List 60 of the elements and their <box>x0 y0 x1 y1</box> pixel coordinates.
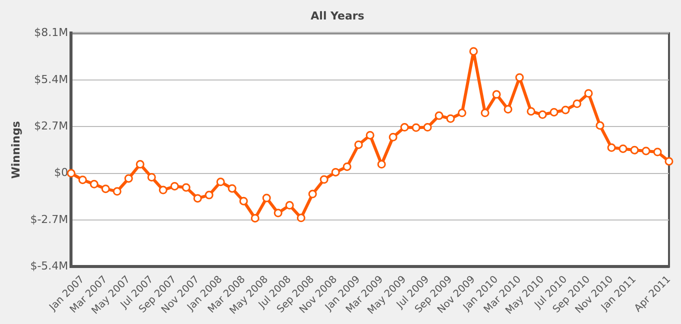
point <box>572 100 582 108</box>
point <box>331 168 340 176</box>
point <box>170 182 179 190</box>
point <box>480 108 490 118</box>
point <box>630 146 639 154</box>
point <box>550 108 558 116</box>
point <box>618 144 628 153</box>
point <box>504 105 512 114</box>
point <box>308 190 317 198</box>
point <box>538 110 547 119</box>
point <box>216 178 225 186</box>
point <box>561 106 570 114</box>
point <box>526 107 536 116</box>
point <box>320 175 328 184</box>
point <box>584 89 593 98</box>
y-tick-label: $-5.4M <box>30 260 68 273</box>
point <box>112 187 122 196</box>
point <box>250 214 260 222</box>
point <box>423 123 432 132</box>
y-tick-label: $5.4M <box>34 72 68 86</box>
point <box>492 90 501 99</box>
point <box>124 174 133 183</box>
point <box>354 140 363 149</box>
point <box>101 184 110 194</box>
point <box>400 123 409 132</box>
point <box>434 111 444 120</box>
point <box>239 196 248 206</box>
point <box>136 160 144 169</box>
point <box>446 114 455 123</box>
point <box>653 148 662 156</box>
point <box>228 184 236 193</box>
point <box>664 157 674 166</box>
y-tick-label: $-2.7M <box>30 212 68 226</box>
point <box>642 146 650 156</box>
point <box>596 121 604 130</box>
chart-title: All Years <box>310 9 365 22</box>
y-tick-label: $0 <box>54 166 68 180</box>
point <box>469 47 478 56</box>
point <box>90 180 98 188</box>
point <box>377 160 386 169</box>
point <box>158 186 168 194</box>
y-tick-label: $8.1M <box>34 26 68 40</box>
point <box>78 176 87 184</box>
point <box>274 208 282 218</box>
point <box>182 183 190 192</box>
point <box>458 108 466 118</box>
point <box>296 214 306 222</box>
y-tick-label: $2.7M <box>34 119 68 132</box>
point <box>204 190 214 200</box>
point <box>366 130 374 140</box>
point <box>342 162 352 171</box>
point <box>193 194 202 203</box>
point <box>285 201 294 210</box>
point <box>515 73 524 82</box>
point <box>412 123 420 132</box>
point <box>388 132 398 142</box>
point <box>607 143 616 152</box>
point <box>262 194 271 202</box>
y-axis-title: Winnings <box>9 120 22 179</box>
point <box>147 173 156 182</box>
